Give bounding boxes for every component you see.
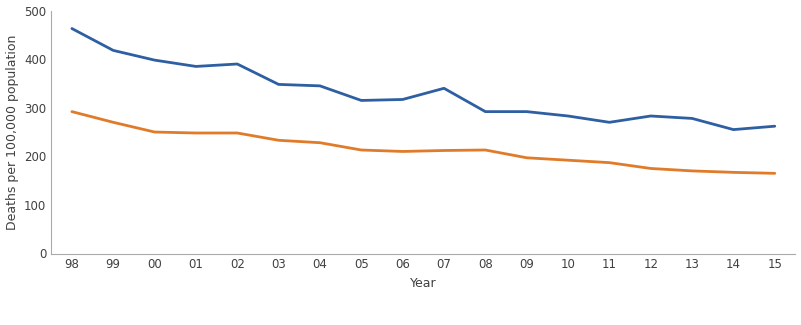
Non-Indigenous Australians bbox=[646, 166, 655, 170]
Non-Indigenous Australians bbox=[274, 138, 284, 142]
Non-Indigenous Australians bbox=[356, 148, 366, 152]
Non-Indigenous Australians bbox=[522, 156, 532, 160]
Non-Indigenous Australians bbox=[563, 158, 573, 162]
Aboriginal and Torres Strait Islander peoples bbox=[67, 27, 77, 31]
Aboriginal and Torres Strait Islander peoples bbox=[232, 62, 242, 66]
Aboriginal and Torres Strait Islander peoples bbox=[605, 120, 614, 124]
Aboriginal and Torres Strait Islander peoples bbox=[687, 116, 697, 120]
Aboriginal and Torres Strait Islander peoples bbox=[398, 98, 408, 101]
Non-Indigenous Australians bbox=[439, 149, 449, 152]
Non-Indigenous Australians bbox=[605, 161, 614, 164]
Line: Non-Indigenous Australians: Non-Indigenous Australians bbox=[72, 111, 775, 173]
Non-Indigenous Australians bbox=[67, 110, 77, 113]
Non-Indigenous Australians bbox=[481, 148, 490, 152]
Non-Indigenous Australians bbox=[687, 169, 697, 173]
Non-Indigenous Australians bbox=[315, 141, 324, 145]
Aboriginal and Torres Strait Islander peoples bbox=[729, 128, 739, 132]
Non-Indigenous Australians bbox=[770, 171, 779, 175]
Non-Indigenous Australians bbox=[108, 120, 118, 124]
Aboriginal and Torres Strait Islander peoples bbox=[646, 114, 655, 118]
Non-Indigenous Australians bbox=[232, 131, 242, 135]
Aboriginal and Torres Strait Islander peoples bbox=[191, 64, 201, 68]
Non-Indigenous Australians bbox=[191, 131, 201, 135]
Line: Aboriginal and Torres Strait Islander peoples: Aboriginal and Torres Strait Islander pe… bbox=[72, 29, 775, 130]
Aboriginal and Torres Strait Islander peoples bbox=[770, 124, 779, 128]
Aboriginal and Torres Strait Islander peoples bbox=[108, 48, 118, 52]
Non-Indigenous Australians bbox=[150, 130, 159, 134]
X-axis label: Year: Year bbox=[410, 277, 437, 290]
Aboriginal and Torres Strait Islander peoples bbox=[481, 110, 490, 113]
Aboriginal and Torres Strait Islander peoples bbox=[150, 58, 159, 62]
Aboriginal and Torres Strait Islander peoples bbox=[356, 98, 366, 102]
Aboriginal and Torres Strait Islander peoples bbox=[439, 86, 449, 90]
Aboriginal and Torres Strait Islander peoples bbox=[315, 84, 324, 88]
Non-Indigenous Australians bbox=[398, 150, 408, 153]
Aboriginal and Torres Strait Islander peoples bbox=[274, 83, 284, 86]
Y-axis label: Deaths per 100,000 population: Deaths per 100,000 population bbox=[6, 34, 18, 230]
Aboriginal and Torres Strait Islander peoples bbox=[522, 110, 532, 113]
Aboriginal and Torres Strait Islander peoples bbox=[563, 114, 573, 118]
Non-Indigenous Australians bbox=[729, 170, 739, 174]
